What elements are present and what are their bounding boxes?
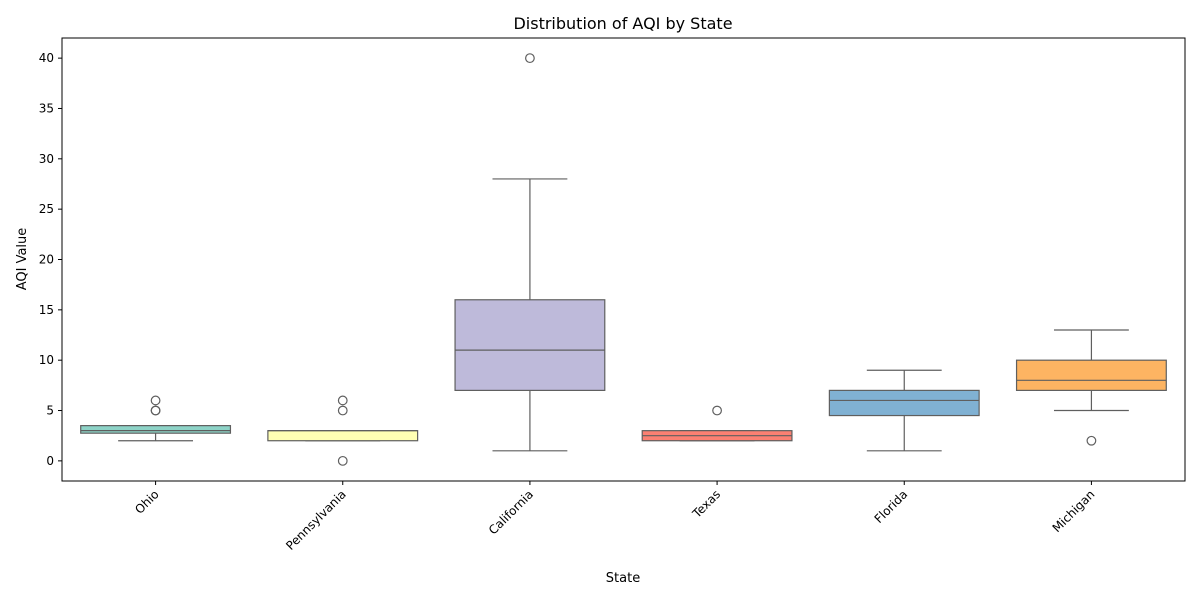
x-tick-label: Texas bbox=[689, 487, 723, 521]
outlier-point bbox=[525, 53, 535, 64]
axes-frame bbox=[61, 37, 1186, 482]
x-tick-label: Florida bbox=[872, 487, 911, 526]
y-tick-label: 10 bbox=[39, 353, 54, 367]
box-california bbox=[454, 299, 606, 391]
outlier-point bbox=[150, 395, 161, 406]
x-tick-label: Ohio bbox=[132, 487, 162, 517]
x-tick-label: Michigan bbox=[1050, 487, 1098, 535]
box-ohio bbox=[80, 425, 232, 434]
outlier-point bbox=[337, 395, 348, 406]
y-tick-label: 30 bbox=[39, 152, 54, 166]
box-michigan bbox=[1015, 359, 1167, 391]
outlier-point bbox=[712, 405, 722, 416]
y-tick-label: 0 bbox=[46, 454, 54, 468]
y-tick-label: 20 bbox=[39, 253, 54, 267]
x-tick-label: Pennsylvania bbox=[283, 487, 349, 553]
y-tick-label: 5 bbox=[46, 404, 54, 418]
outlier-point bbox=[1086, 435, 1097, 446]
y-tick-label: 25 bbox=[39, 202, 54, 216]
chart-title: Distribution of AQI by State bbox=[513, 14, 732, 33]
box-florida bbox=[828, 389, 980, 417]
outlier-point bbox=[337, 405, 348, 416]
y-tick-label: 15 bbox=[39, 303, 54, 317]
x-tick-label: California bbox=[486, 487, 536, 537]
y-tick-label: 35 bbox=[39, 101, 54, 115]
x-axis-label: State bbox=[606, 571, 640, 586]
outlier-point bbox=[337, 455, 348, 466]
y-tick-label: 40 bbox=[39, 51, 54, 65]
outlier-point bbox=[150, 405, 161, 416]
plot-area: 0 5 10 15 20 25 30 35 40 Ohio Pennsylvania Californ… bbox=[39, 37, 1186, 553]
box-pennsylvania bbox=[267, 430, 419, 442]
y-axis-label: AQI Value bbox=[15, 228, 30, 291]
